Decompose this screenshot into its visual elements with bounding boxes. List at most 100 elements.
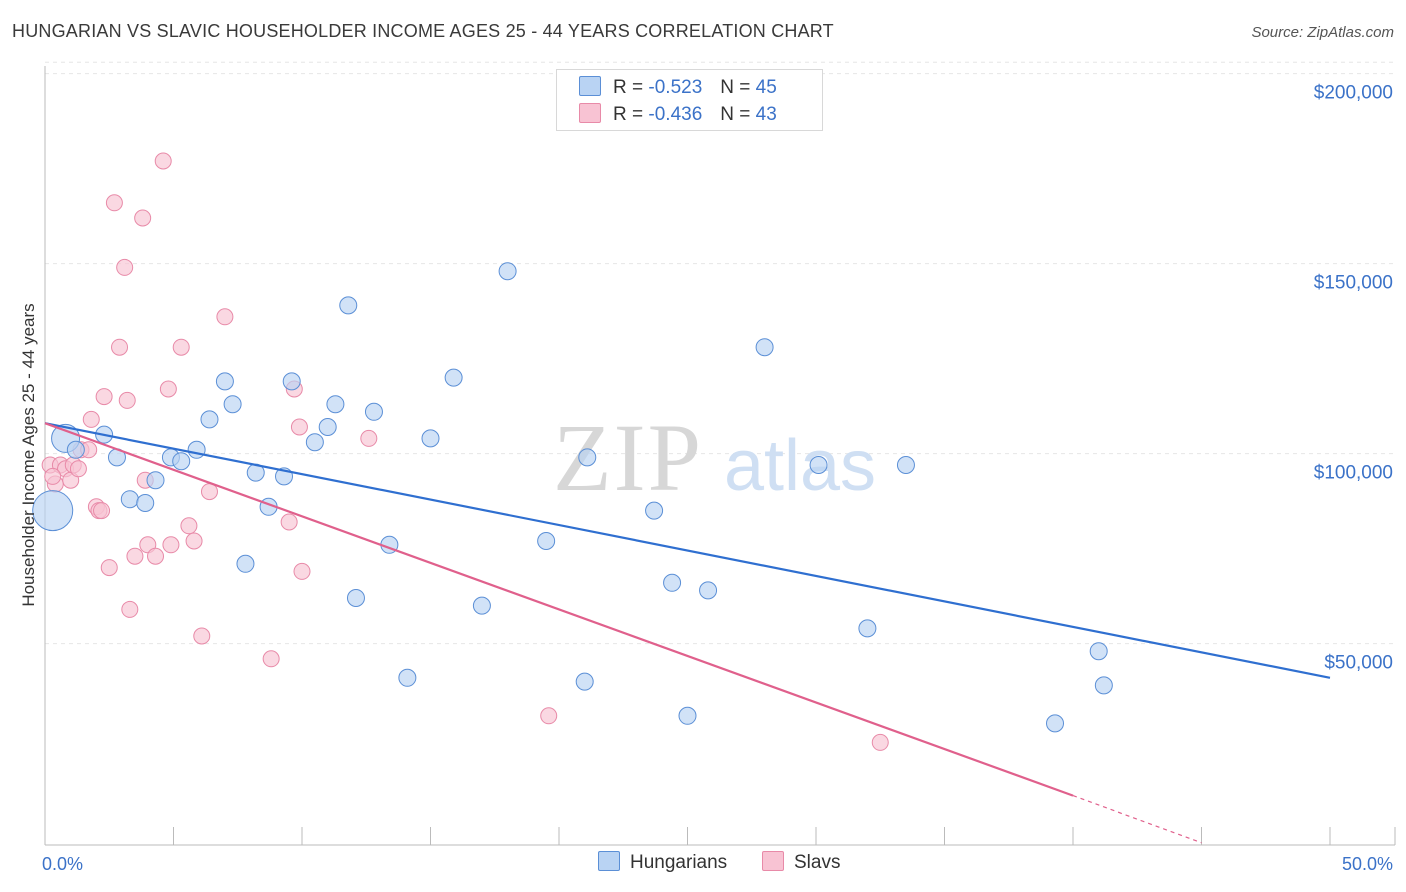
- hungarians-swatch: [579, 76, 601, 96]
- watermark: ZIP atlas: [553, 404, 876, 511]
- axes: [44, 66, 1396, 846]
- correlation-legend: R = -0.523 N = 45 R = -0.436 N = 43: [556, 69, 823, 131]
- y-tick-label: $50,000: [1324, 653, 1393, 674]
- bottom-legend-hungarians: Hungarians: [598, 851, 727, 874]
- hungarian-point: [537, 532, 556, 550]
- slav-point: [154, 152, 172, 170]
- slav-point: [360, 429, 378, 447]
- n-label: N =: [720, 104, 751, 125]
- hungarian-point: [172, 452, 191, 471]
- slav-point: [121, 600, 139, 618]
- r-value: -0.436: [648, 104, 703, 125]
- hungarian-point: [578, 448, 597, 467]
- hungarian-point: [223, 395, 242, 414]
- slav-point: [126, 547, 144, 565]
- r-label: R =: [613, 104, 644, 125]
- hungarians-points: [32, 262, 1113, 733]
- legend-label: Slavs: [794, 852, 841, 873]
- slavs-trend-line: [44, 422, 1074, 797]
- hungarian-point: [187, 440, 206, 459]
- hungarian-point: [1046, 714, 1065, 733]
- slav-point: [111, 338, 129, 356]
- slav-point: [262, 650, 280, 668]
- slav-point: [118, 391, 136, 409]
- hungarian-point: [339, 296, 358, 315]
- y-axis-label: Householder Income Ages 25 - 44 years: [19, 303, 38, 606]
- hungarian-point: [421, 429, 440, 448]
- y-tick-label: $150,000: [1314, 273, 1393, 294]
- y-tick-label: $200,000: [1314, 83, 1393, 104]
- hungarian-point: [575, 672, 594, 691]
- slav-point: [69, 460, 87, 478]
- hungarian-point: [346, 589, 365, 607]
- hungarians-trend-line: [44, 422, 1331, 679]
- slav-point: [105, 194, 123, 212]
- hungarian-point: [318, 418, 337, 436]
- watermark-zip: ZIP: [553, 404, 703, 511]
- hungarian-point: [1089, 642, 1108, 661]
- hungarian-point: [645, 501, 664, 520]
- hungarian-point: [858, 619, 877, 638]
- legend-row-slavs: R = -0.436 N = 43: [579, 103, 777, 127]
- hungarian-point: [663, 573, 682, 592]
- hungarian-point: [896, 456, 915, 474]
- slav-point: [540, 707, 558, 725]
- n-value: 43: [755, 104, 777, 125]
- hungarian-point: [200, 410, 219, 429]
- hungarian-point: [32, 490, 74, 532]
- hungarian-point: [678, 706, 697, 725]
- hungarian-point: [146, 471, 165, 490]
- hungarian-point: [444, 368, 463, 387]
- slav-point: [82, 410, 100, 428]
- slav-point: [44, 467, 62, 485]
- hungarian-point: [809, 456, 828, 474]
- slav-point: [172, 338, 190, 356]
- bottom-legend-slavs: Slavs: [762, 851, 840, 874]
- hungarian-point: [326, 395, 345, 414]
- slav-point: [134, 209, 152, 227]
- source-label: Source: ZipAtlas.com: [1251, 24, 1394, 41]
- slav-point: [871, 733, 889, 751]
- slav-point: [185, 532, 203, 550]
- hungarian-point: [755, 338, 774, 357]
- y-tick-label: $100,000: [1314, 463, 1393, 484]
- hungarian-point: [364, 402, 383, 421]
- slav-point: [200, 483, 218, 501]
- hungarian-point: [215, 372, 234, 391]
- n-label: N =: [720, 77, 751, 98]
- hungarians-swatch: [598, 851, 620, 871]
- trend-lines: [44, 422, 1331, 844]
- slav-point: [159, 380, 177, 398]
- hungarian-point: [1094, 676, 1113, 695]
- r-label: R =: [613, 77, 644, 98]
- watermark-atlas: atlas: [724, 426, 876, 506]
- hungarian-point: [498, 262, 517, 281]
- hungarian-point: [120, 490, 139, 509]
- slav-point: [290, 418, 308, 436]
- hungarian-point: [305, 433, 324, 452]
- slav-point: [216, 308, 234, 326]
- legend-label: Hungarians: [630, 852, 728, 873]
- chart-title: HUNGARIAN VS SLAVIC HOUSEHOLDER INCOME A…: [12, 21, 834, 41]
- slav-point: [93, 502, 111, 520]
- slav-point: [193, 627, 211, 645]
- hungarian-point: [398, 668, 417, 687]
- slavs-trend-line-extension: [1072, 795, 1202, 844]
- slav-point: [147, 547, 165, 565]
- slav-point: [95, 388, 113, 406]
- slavs-swatch: [762, 851, 784, 871]
- slav-point: [180, 517, 198, 535]
- slav-point: [100, 559, 118, 577]
- hungarian-point: [236, 554, 255, 573]
- hungarian-point: [472, 596, 491, 615]
- x-tick-label: 50.0%: [1342, 854, 1393, 874]
- legend-row-hungarians: R = -0.523 N = 45: [579, 76, 777, 100]
- slav-point: [116, 258, 134, 276]
- slavs-points: [41, 152, 889, 751]
- hungarian-point: [699, 581, 718, 600]
- x-tick-label: 0.0%: [42, 854, 83, 874]
- y-tick-labels: $50,000 $100,000 $150,000 $200,000: [1314, 83, 1393, 674]
- hungarian-point: [282, 372, 301, 391]
- hungarian-point: [136, 494, 155, 512]
- x-tick-labels: 0.0% 50.0%: [42, 854, 1393, 874]
